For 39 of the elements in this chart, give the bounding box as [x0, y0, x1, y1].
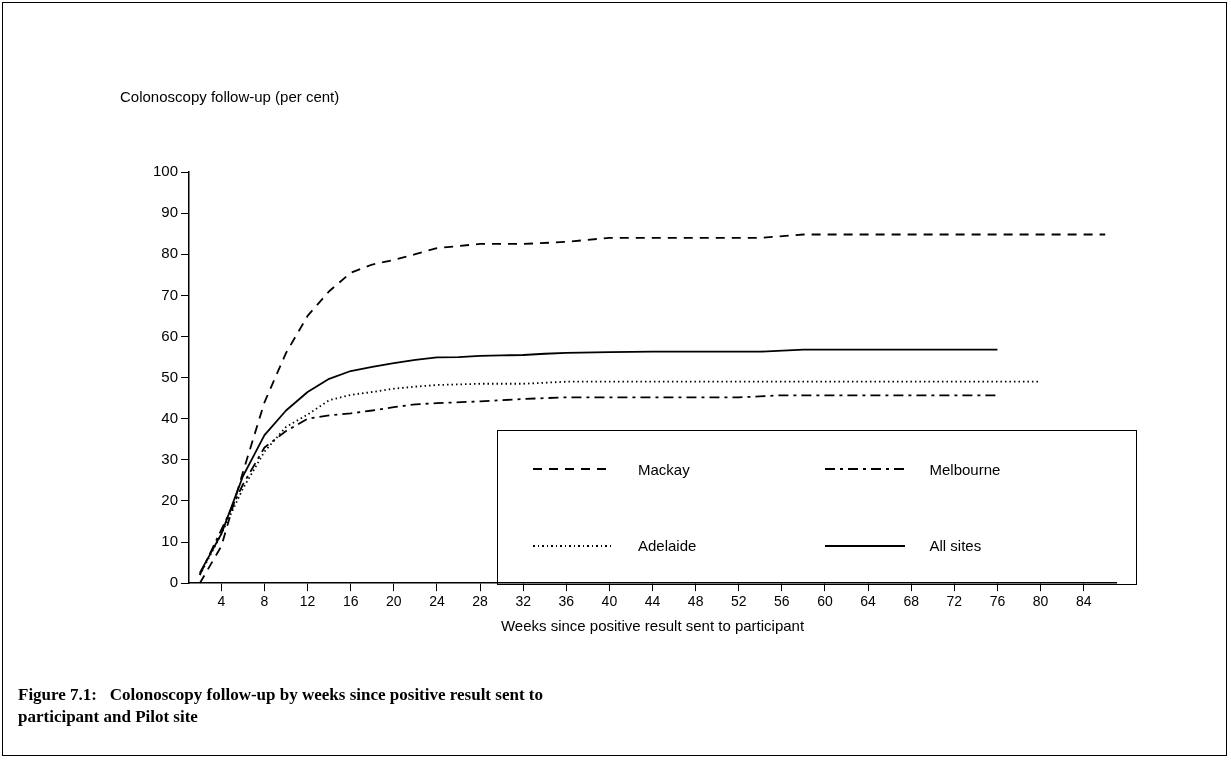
x-tick-label: 36: [558, 593, 575, 610]
legend-label: Mackay: [638, 460, 690, 478]
x-tick-label: 40: [601, 593, 618, 610]
x-tick-label: 16: [342, 593, 359, 610]
y-tick-label: 100: [153, 162, 179, 180]
x-tick-label: 76: [989, 593, 1006, 610]
x-tick-label: 20: [386, 593, 402, 610]
x-tick-label: 44: [644, 593, 661, 610]
x-axis-title: Weeks since positive result sent to participant: [500, 617, 805, 635]
y-axis-title: Colonoscopy follow-up (per cent): [120, 88, 340, 105]
x-tick-label: 4: [217, 593, 226, 610]
x-tick-label: 56: [774, 593, 790, 610]
legend-label: All sites: [929, 537, 982, 555]
x-tick-label: 80: [1032, 593, 1049, 610]
x-tick-label: 24: [429, 593, 445, 610]
y-tick-label: 10: [161, 532, 179, 550]
x-tick-label: 64: [860, 593, 877, 610]
y-tick-label: 60: [161, 326, 179, 344]
x-tick-label: 84: [1075, 593, 1092, 610]
y-tick-label: 80: [161, 244, 179, 262]
y-tick-label: 50: [161, 367, 179, 385]
y-tick-label: 30: [161, 449, 179, 467]
x-tick-label: 52: [730, 593, 747, 610]
x-tick-label: 60: [817, 593, 833, 610]
y-tick-label: 90: [161, 203, 179, 221]
legend-label: Adelaide: [638, 537, 697, 555]
caption: Figure 7.1: Colonoscopy follow-up by weeks since positive result sent to participant and Pilot site: [18, 684, 544, 728]
y-tick-label: 0: [169, 573, 179, 591]
x-tick-label: 8: [260, 593, 269, 610]
y-tick-label: 70: [161, 285, 179, 303]
y-tick-label: 40: [161, 408, 179, 426]
legend-label: Melbourne: [929, 460, 1001, 478]
x-tick-label: 32: [515, 593, 532, 610]
x-tick-label: 72: [946, 593, 963, 610]
x-tick-label: 48: [687, 593, 704, 610]
x-tick-label: 12: [299, 593, 316, 610]
x-tick-label: 28: [472, 593, 489, 610]
x-tick-label: 68: [903, 593, 920, 610]
y-tick-label: 20: [161, 491, 179, 509]
